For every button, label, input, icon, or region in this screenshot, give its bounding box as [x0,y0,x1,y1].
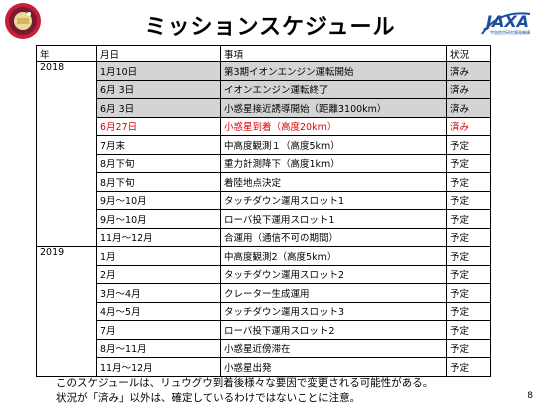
status-cell: 予定 [446,135,491,155]
item-cell: 第3期イオンエンジン運転開始 [220,61,447,81]
item-cell: 着陸地点決定 [220,172,447,192]
status-cell: 予定 [446,190,491,210]
date-cell: 11月～12月 [96,227,221,247]
date-cell: 8月～11月 [96,338,221,358]
table-row: 2月 タッチダウン運用スロット2 予定 [37,264,491,284]
status-cell: 予定 [446,172,491,192]
item-cell: 中高度観測１（高度5km） [220,135,447,155]
date-cell: 4月～5月 [96,301,221,321]
footnote-line-1: このスケジュールは、リュウグウ到着後様々な要因で変更される可能性がある。 [56,377,434,389]
item-cell: タッチダウン運用スロット2 [220,264,447,284]
page-number: 8 [527,391,533,401]
status-cell: 予定 [446,301,491,321]
jaxa-logo-subtext: 宇宙航空研究開発機構 [490,30,530,35]
status-cell: 済み [446,98,491,118]
table-row: 2019 1月 中高度観測2（高度5km） 予定 [36,246,491,377]
item-cell: 小惑星出発 [220,357,447,377]
status-cell: 済み [446,61,491,81]
table-row: 6月 3日 小惑星接近誘導開始（距離3100km） 済み [37,98,491,118]
item-cell: 小惑星接近誘導開始（距離3100km） [220,98,447,118]
status-cell: 予定 [446,357,491,377]
status-cell: 予定 [446,227,491,247]
status-cell: 予定 [446,264,491,284]
schedule-table: 年 月日 事項 状況 2018 1月10日 第3期イオンエンジン運転開始 済み 6月 3… [36,45,491,377]
status-cell: 予定 [446,209,491,229]
table-row: 7月 ローバ投下運用スロット2 予定 [37,320,491,340]
header-item: 事項 [220,45,447,62]
table-row: 11月～12月 合運用（通信不可の期間） 予定 [37,227,491,247]
table-header-row: 年 月日 事項 状況 [36,45,491,62]
table-row: 8月下旬 重力計測降下（高度1km） 予定 [37,153,491,173]
date-cell: 6月 3日 [96,98,221,118]
item-cell: 合運用（通信不可の期間） [220,227,447,247]
date-cell: 7月 [96,320,221,340]
table-row: 4月～5月 タッチダウン運用スロット3 予定 [37,301,491,321]
date-cell: 7月末 [96,135,221,155]
table-row: 6月 3日 イオンエンジン運転終了 済み [37,79,491,99]
footnote: このスケジュールは、リュウグウ到着後様々な要因で変更される可能性がある。 状況が… [56,376,433,406]
year-cell: 2018 [36,61,97,247]
item-cell: ローバ投下運用スロット1 [220,209,447,229]
table-row: 6月27日 小惑星到着（高度20km） 済み [37,116,491,136]
table-row: 3月～4月 クレーター生成運用 予定 [37,283,491,303]
jaxa-logo-text: JAXA [486,12,530,31]
item-cell: 小惑星近傍滞在 [220,338,447,358]
date-cell: 1月10日 [96,61,221,81]
item-cell: クレーター生成運用 [220,283,447,303]
table-row: 9月～10月 タッチダウン運用スロット1 予定 [37,190,491,210]
table-row: 7月末 中高度観測１（高度5km） 予定 [37,135,491,155]
year-cell: 2019 [36,246,97,377]
date-cell: 6月27日 [96,116,221,136]
mission-logo [4,2,42,40]
date-cell: 8月下旬 [96,153,221,173]
status-cell: 予定 [446,320,491,340]
item-cell: タッチダウン運用スロット1 [220,190,447,210]
header-status: 状況 [446,45,491,62]
status-cell: 済み [446,79,491,99]
table-row: 9月～10月 ローバ投下運用スロット1 予定 [37,209,491,229]
header-year: 年 [36,45,97,62]
item-cell: 重力計測降下（高度1km） [220,153,447,173]
page-title: ミッションスケジュール [144,15,396,40]
table-row: 8月～11月 小惑星近傍滞在 予定 [37,338,491,358]
status-cell: 予定 [446,283,491,303]
status-cell: 予定 [446,338,491,358]
date-cell: 1月 [96,246,221,266]
item-cell: タッチダウン運用スロット3 [220,301,447,321]
item-cell: イオンエンジン運転終了 [220,79,447,99]
date-cell: 9月～10月 [96,190,221,210]
status-cell: 予定 [446,153,491,173]
date-cell: 2月 [96,264,221,284]
item-cell: ローバ投下運用スロット2 [220,320,447,340]
table-row: 11月～12月 小惑星出発 予定 [37,357,491,377]
item-cell: 小惑星到着（高度20km） [220,116,447,136]
footnote-line-2: 状況が「済み」以外は、確定しているわけではないことに注意。 [56,392,361,404]
item-cell: 中高度観測2（高度5km） [220,246,447,266]
table-row: 2018 1月10日 第3期イオンエンジン運転開始 済み [36,61,491,247]
date-cell: 11月～12月 [96,357,221,377]
table-row: 8月下旬 着陸地点決定 予定 [37,172,491,192]
date-cell: 8月下旬 [96,172,221,192]
status-cell: 予定 [446,246,491,266]
header-date: 月日 [96,45,221,62]
date-cell: 6月 3日 [96,79,221,99]
status-cell: 済み [446,116,491,136]
jaxa-logo: JAXA 宇宙航空研究開発機構 [478,8,534,38]
date-cell: 9月～10月 [96,209,221,229]
date-cell: 3月～4月 [96,283,221,303]
